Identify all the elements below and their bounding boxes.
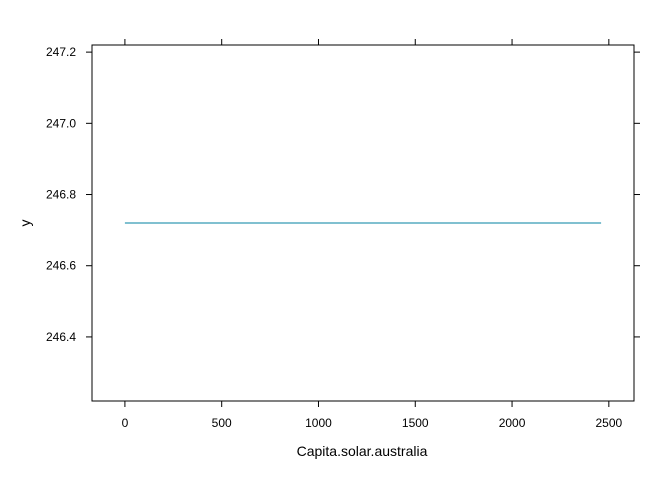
x-axis-top [124,39,610,45]
x-tick-label: 1500 [402,416,429,430]
y-tick-label: 246.6 [46,259,76,273]
x-axis-bottom: 0 500 1000 1500 2000 2500 [122,401,623,430]
x-tick-label: 2000 [499,416,526,430]
x-axis-title: Capita.solar.australia [297,443,428,459]
y-tick-label: 246.8 [46,188,76,202]
y-axis-title: y [17,220,33,227]
x-tick-label: 1000 [305,416,332,430]
y-axis-left: 246.4 246.6 246.8 247.0 247.2 [46,45,92,344]
y-axis-right [634,51,640,338]
x-tick-label: 500 [212,416,232,430]
y-tick-label: 247.2 [46,45,76,59]
y-tick-label: 247.0 [46,116,76,130]
x-tick-label: 0 [122,416,129,430]
plot-frame [91,44,635,402]
x-tick-label: 2500 [595,416,622,430]
y-tick-label: 246.4 [46,330,76,344]
